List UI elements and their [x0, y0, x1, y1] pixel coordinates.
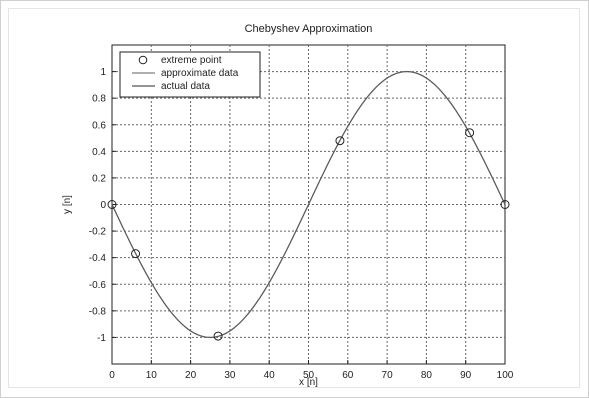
y-tick-label: 0.6 [92, 120, 106, 131]
x-tick-label: 20 [185, 370, 197, 381]
legend-box [119, 51, 261, 98]
y-tick-label: 0.2 [92, 173, 106, 184]
extreme-point-marker [500, 200, 510, 209]
extreme-point-marker [335, 136, 345, 146]
y-axis-label: y [n] [62, 195, 73, 214]
extreme-point-marker [213, 331, 223, 341]
legend-label: actual data [161, 81, 210, 92]
extreme-point-marker [131, 249, 141, 259]
x-tick-label: 40 [264, 370, 276, 381]
x-tick-label: 50 [303, 370, 315, 381]
x-tick-label: 10 [146, 370, 158, 381]
y-tick-label: 0 [100, 200, 106, 211]
x-tick-label: 60 [342, 370, 354, 381]
x-tick-label: 70 [382, 370, 394, 381]
chart-title: Chebyshev Approximation [245, 23, 373, 35]
y-tick-label: -0.4 [89, 253, 107, 264]
x-tick-label: 90 [460, 370, 472, 381]
extreme-point-marker [465, 128, 475, 138]
y-tick-label: -0.6 [89, 280, 107, 291]
y-tick-label: 0.8 [92, 94, 106, 105]
extreme-point-marker [107, 200, 117, 209]
x-axis-label: x [n] [299, 377, 318, 388]
x-tick-label: 80 [421, 370, 433, 381]
y-tick-label: 0.4 [92, 147, 106, 158]
y-tick-label: 1 [100, 67, 106, 78]
x-tick-label: 100 [497, 370, 514, 381]
x-tick-label: 30 [224, 370, 236, 381]
y-tick-label: -0.8 [89, 306, 107, 317]
legend-marker [138, 55, 148, 65]
x-tick-label: 0 [109, 370, 115, 381]
y-tick-label: -0.2 [89, 227, 107, 238]
y-tick-label: -1 [97, 333, 106, 344]
legend-label: approximate data [161, 68, 239, 79]
legend-label: extreme point [161, 55, 222, 66]
actual-data-line [111, 71, 506, 338]
